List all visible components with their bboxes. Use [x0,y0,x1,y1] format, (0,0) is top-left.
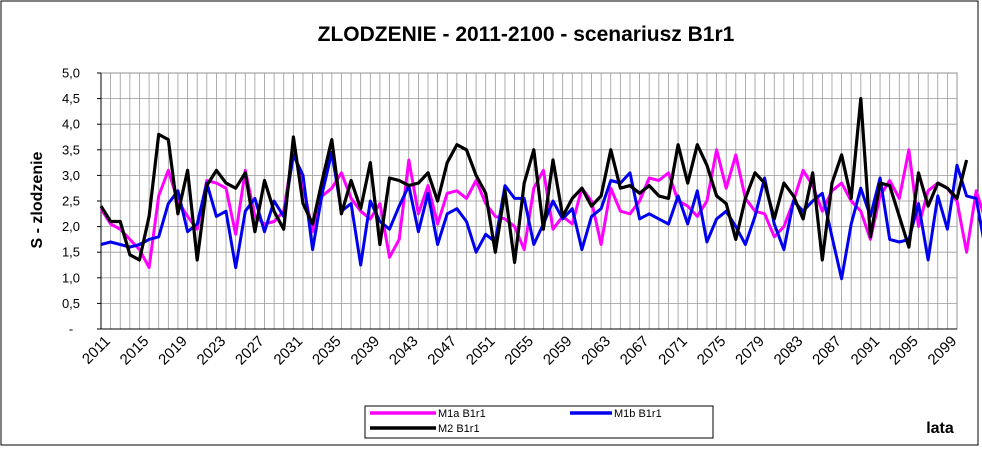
y-tick-label: 0,5 [62,296,80,311]
legend-label: M2 B1r1 [438,423,480,435]
y-tick-label: 4,5 [62,91,80,106]
y-tick-label: 4,0 [62,117,80,132]
y-tick-label: 2,5 [62,194,80,209]
y-axis-label: S - zlodzenie [29,151,46,248]
chart-title: ZLODZENIE - 2011-2100 - scenariusz B1r1 [318,23,735,46]
y-tick-label: 1,0 [62,270,80,285]
legend-box [364,405,714,439]
y-tick-label: 2,0 [62,219,80,234]
legend-label: M1b B1r1 [614,408,662,420]
y-tick-label: 1,5 [62,245,80,260]
legend: M1a B1r1 M1b B1r1 M2 B1r1 [364,405,714,439]
y-tick-label: - [69,322,73,337]
y-tick-label: 5,0 [62,66,80,81]
y-tick-label: 3,5 [62,142,80,157]
y-tick-label: 3,0 [62,168,80,183]
x-axis-label: lata [926,420,954,437]
legend-label: M1a B1r1 [438,408,486,420]
series-line-3 [99,96,969,264]
